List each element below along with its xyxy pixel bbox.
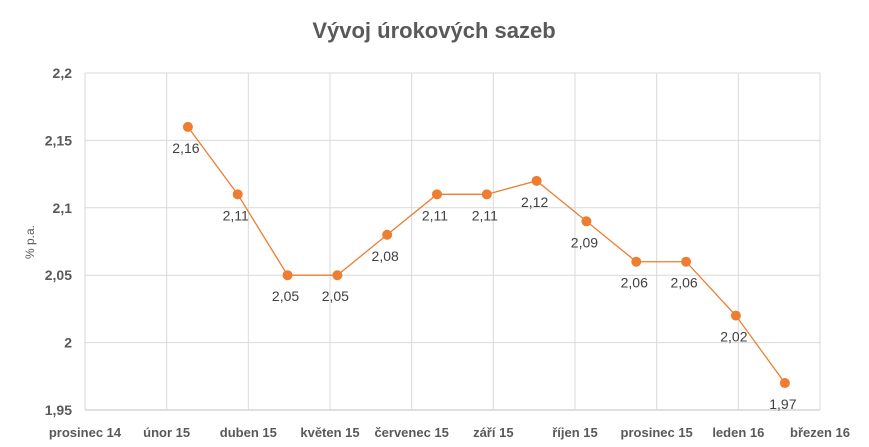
series-line — [187, 126, 786, 384]
data-point — [631, 256, 642, 267]
data-point — [531, 175, 542, 186]
y-tick-label: 2,05 — [45, 267, 72, 283]
data-point — [232, 189, 243, 200]
data-point — [431, 189, 442, 200]
data-point — [382, 229, 393, 240]
data-label: 2,02 — [720, 329, 747, 345]
data-label: 2,11 — [472, 207, 498, 223]
data-label: 2,06 — [621, 275, 648, 291]
data-label: 2,11 — [223, 207, 249, 223]
data-label: 2,12 — [521, 194, 548, 210]
x-tick-label: prosinec 14 — [49, 425, 122, 440]
data-label: 2,06 — [670, 275, 697, 291]
x-tick-label: duben 15 — [220, 425, 277, 440]
data-point — [282, 270, 293, 281]
y-tick-label: 2,1 — [53, 200, 73, 216]
y-tick-label: 1,95 — [45, 402, 72, 418]
x-tick-label: březen 16 — [790, 425, 850, 440]
data-point — [681, 256, 692, 267]
chart-title: Vývoj úrokových sazeb — [312, 18, 555, 43]
data-point — [481, 189, 492, 200]
x-tick-label: prosinec 15 — [621, 425, 693, 440]
data-point — [332, 270, 343, 281]
data-point — [182, 121, 193, 132]
y-tick-label: 2 — [64, 335, 72, 351]
y-tick-label: 2,15 — [45, 132, 72, 148]
x-tick-label: červenec 15 — [374, 425, 448, 440]
data-point — [581, 216, 592, 227]
data-label: 2,09 — [571, 234, 598, 250]
data-label: 2,11 — [422, 207, 448, 223]
y-tick-label: 2,2 — [53, 65, 73, 81]
x-tick-label: květen 15 — [300, 425, 359, 440]
data-label: 2,16 — [172, 140, 199, 156]
data-point — [730, 310, 741, 321]
data-point — [779, 378, 790, 389]
x-tick-label: leden 16 — [712, 425, 764, 440]
data-label: 2,08 — [372, 248, 399, 264]
x-tick-label: září 15 — [473, 425, 513, 440]
y-axis-label: % p.a. — [23, 225, 37, 259]
data-label: 2,05 — [272, 288, 299, 304]
data-label: 1,97 — [769, 396, 796, 412]
data-label: 2,05 — [322, 288, 349, 304]
x-tick-label: říjen 15 — [552, 425, 598, 440]
x-tick-label: únor 15 — [143, 425, 190, 440]
